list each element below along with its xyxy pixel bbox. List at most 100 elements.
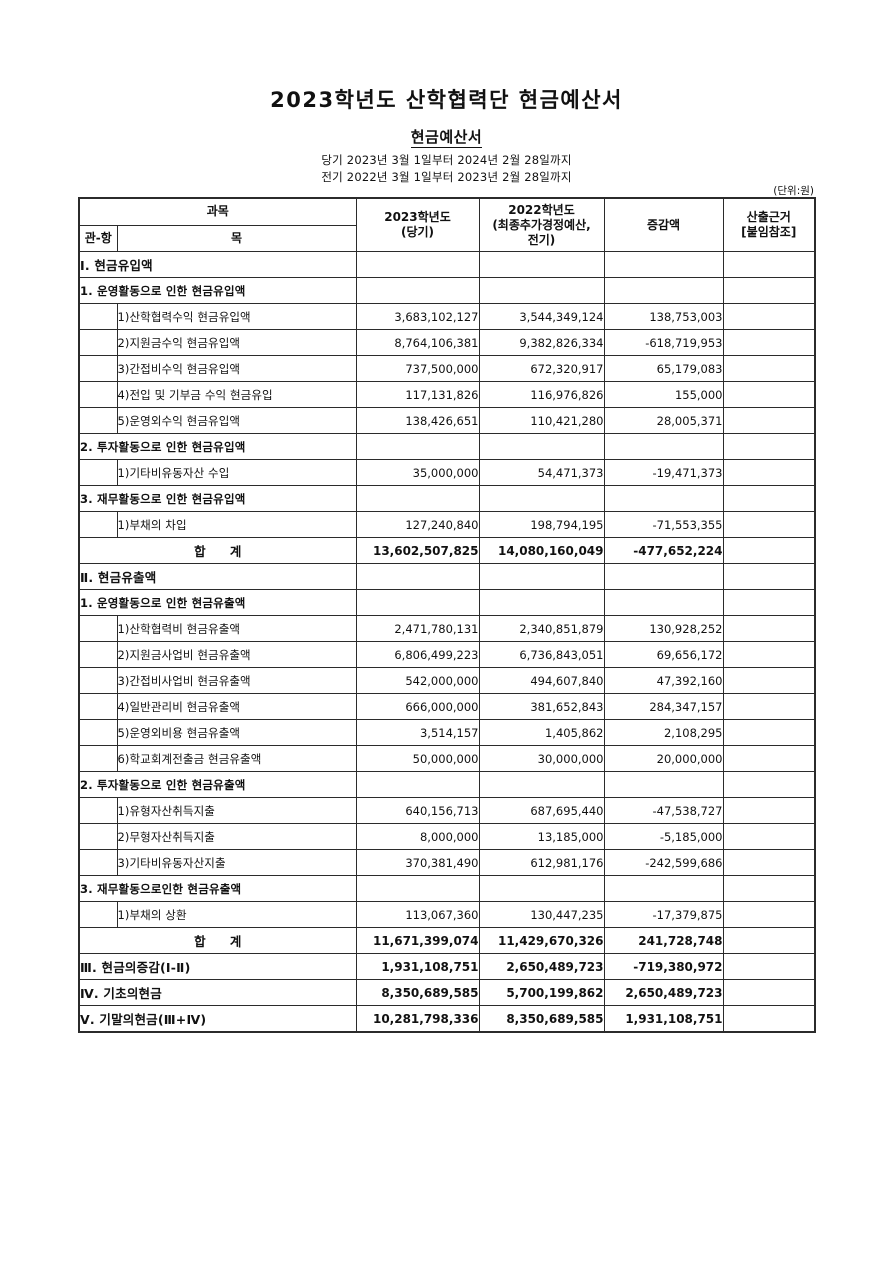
cell-difference <box>603 875 724 902</box>
cell-current-year: 3,683,102,127 <box>355 303 480 330</box>
cell-difference: 65,179,083 <box>603 355 724 382</box>
cell-current-year: 8,350,689,585 <box>355 979 480 1006</box>
cell-previous-year <box>478 563 605 590</box>
cell-difference: -719,380,972 <box>603 953 724 980</box>
cell-difference: 1,931,108,751 <box>603 1005 724 1033</box>
cell-basis <box>722 901 816 928</box>
cell-account-label: 5)운영외비용 현금유출액 <box>116 719 357 746</box>
cell-previous-year: 5,700,199,862 <box>478 979 605 1006</box>
table-row: 4)전입 및 기부금 수익 현금유입 117,131,826 116,976,826… <box>78 381 816 408</box>
unit-note: (단위:원) <box>773 185 814 197</box>
table-row: 1)유형자산취득지출 640,156,713 687,695,440 -47,538,… <box>78 797 816 824</box>
cell-current-year <box>355 875 480 902</box>
cell-account-label: 4)전입 및 기부금 수익 현금유입 <box>116 381 357 408</box>
table-row: Ⅳ. 기초의현금 8,350,689,585 5,700,199,862 2,650,… <box>78 979 816 1006</box>
cell-previous-year <box>478 875 605 902</box>
cell-basis <box>722 355 816 382</box>
cell-previous-year: 687,695,440 <box>478 797 605 824</box>
table-row: 3. 재무활동으로 인한 현금유입액 <box>78 485 816 512</box>
cell-account-label: Ⅴ. 기말의현금(Ⅲ+Ⅳ) <box>78 1005 357 1033</box>
cell-basis <box>722 485 816 512</box>
table-row: 합 계 11,671,399,074 11,429,670,326 241,728,7… <box>78 927 816 954</box>
cell-difference: 155,000 <box>603 381 724 408</box>
cell-current-year: 113,067,360 <box>355 901 480 928</box>
cell-gwan-hang <box>78 511 118 538</box>
table-row: 4)일반관리비 현금유출액 666,000,000 381,652,843 284,3… <box>78 693 816 720</box>
header-previous-year-line1: 2022학년도 <box>508 202 575 217</box>
cell-previous-year <box>478 251 605 278</box>
cell-basis <box>722 511 816 538</box>
cell-basis <box>722 251 816 278</box>
cell-basis <box>722 537 816 564</box>
header-previous-year: 2022학년도 (최종추가경정예산, 전기) <box>478 197 605 252</box>
table-row: 1)부채의 차입 127,240,840 198,794,195 -71,553,35… <box>78 511 816 538</box>
cell-difference <box>603 771 724 798</box>
cell-current-year: 50,000,000 <box>355 745 480 772</box>
cell-gwan-hang <box>78 745 118 772</box>
cell-account-label: 1. 운영활동으로 인한 현금유출액 <box>78 589 357 616</box>
period-previous: 전기 2022년 3월 1일부터 2023년 2월 28일까지 <box>321 170 572 184</box>
cell-current-year: 640,156,713 <box>355 797 480 824</box>
cell-current-year: 13,602,507,825 <box>355 537 480 564</box>
cell-previous-year: 612,981,176 <box>478 849 605 876</box>
cell-previous-year: 11,429,670,326 <box>478 927 605 954</box>
cell-difference: 2,650,489,723 <box>603 979 724 1006</box>
table-row: 1. 운영활동으로 인한 현금유출액 <box>78 589 816 616</box>
cell-basis <box>722 589 816 616</box>
cell-gwan-hang <box>78 381 118 408</box>
cell-previous-year: 54,471,373 <box>478 459 605 486</box>
table-row: 5)운영외비용 현금유출액 3,514,157 1,405,862 2,108,295 <box>78 719 816 746</box>
table-row: 2. 투자활동으로 인한 현금유출액 <box>78 771 816 798</box>
cell-basis <box>722 1005 816 1033</box>
cell-current-year <box>355 277 480 304</box>
cell-difference <box>603 277 724 304</box>
table-row: 2. 투자활동으로 인한 현금유입액 <box>78 433 816 460</box>
table-row: 합 계 13,602,507,825 14,080,160,049 -477,652,… <box>78 537 816 564</box>
cell-difference: 69,656,172 <box>603 641 724 668</box>
cell-previous-year <box>478 589 605 616</box>
table-header-row-2: 관-항 목 <box>78 224 815 252</box>
cell-basis <box>722 329 816 356</box>
cell-current-year: 10,281,798,336 <box>355 1005 480 1033</box>
cell-account-label: 2. 투자활동으로 인한 현금유출액 <box>78 771 357 798</box>
cell-basis <box>722 745 816 772</box>
cell-account-label: Ⅰ. 현금유입액 <box>78 251 357 278</box>
cell-basis <box>722 719 816 746</box>
cell-difference: -47,538,727 <box>603 797 724 824</box>
cell-current-year: 542,000,000 <box>355 667 480 694</box>
cell-current-year <box>355 589 480 616</box>
cell-gwan-hang <box>78 901 118 928</box>
table-row: 2)지원금사업비 현금유출액 6,806,499,223 6,736,843,051… <box>78 641 816 668</box>
cell-difference: -19,471,373 <box>603 459 724 486</box>
cell-current-year: 6,806,499,223 <box>355 641 480 668</box>
cell-gwan-hang <box>78 823 118 850</box>
cell-previous-year: 672,320,917 <box>478 355 605 382</box>
cell-gwan-hang <box>78 693 118 720</box>
table-body: Ⅰ. 현금유입액 1. 운영활동으로 인한 현금유입액 1)산학협력수익 현금유입액… <box>78 251 816 1033</box>
cell-basis <box>722 823 816 850</box>
cell-gwan-hang <box>78 329 118 356</box>
cell-current-year: 737,500,000 <box>355 355 480 382</box>
cell-basis <box>722 927 816 954</box>
cell-account-label: 1)산학협력수익 현금유입액 <box>116 303 357 330</box>
cash-budget-table: 과목 2023학년도 (당기) 2022학년도 (최종추가경정예산, 전기) 증… <box>78 197 816 1033</box>
cell-account-label: 6)학교회계전출금 현금유출액 <box>116 745 357 772</box>
cell-current-year: 11,671,399,074 <box>355 927 480 954</box>
cell-current-year: 138,426,651 <box>355 407 480 434</box>
table-row: 3)간접비수익 현금유입액 737,500,000 672,320,917 65,17… <box>78 355 816 382</box>
cell-basis <box>722 303 816 330</box>
cell-basis <box>722 615 816 642</box>
cell-gwan-hang <box>78 641 118 668</box>
cell-account-label: 1)부채의 차입 <box>116 511 357 538</box>
cell-current-year: 2,471,780,131 <box>355 615 480 642</box>
document-title: 2023학년도 산학협력단 현금예산서 <box>270 88 623 112</box>
cell-account-label: 3)간접비사업비 현금유출액 <box>116 667 357 694</box>
cell-current-year: 370,381,490 <box>355 849 480 876</box>
cell-account-label: 1)유형자산취득지출 <box>116 797 357 824</box>
cell-basis <box>722 979 816 1006</box>
cell-difference <box>603 563 724 590</box>
table-row: 2)지원금수익 현금유입액 8,764,106,381 9,382,826,334-… <box>78 329 816 356</box>
cell-difference: 2,108,295 <box>603 719 724 746</box>
cell-previous-year: 494,607,840 <box>478 667 605 694</box>
cell-previous-year: 2,650,489,723 <box>478 953 605 980</box>
